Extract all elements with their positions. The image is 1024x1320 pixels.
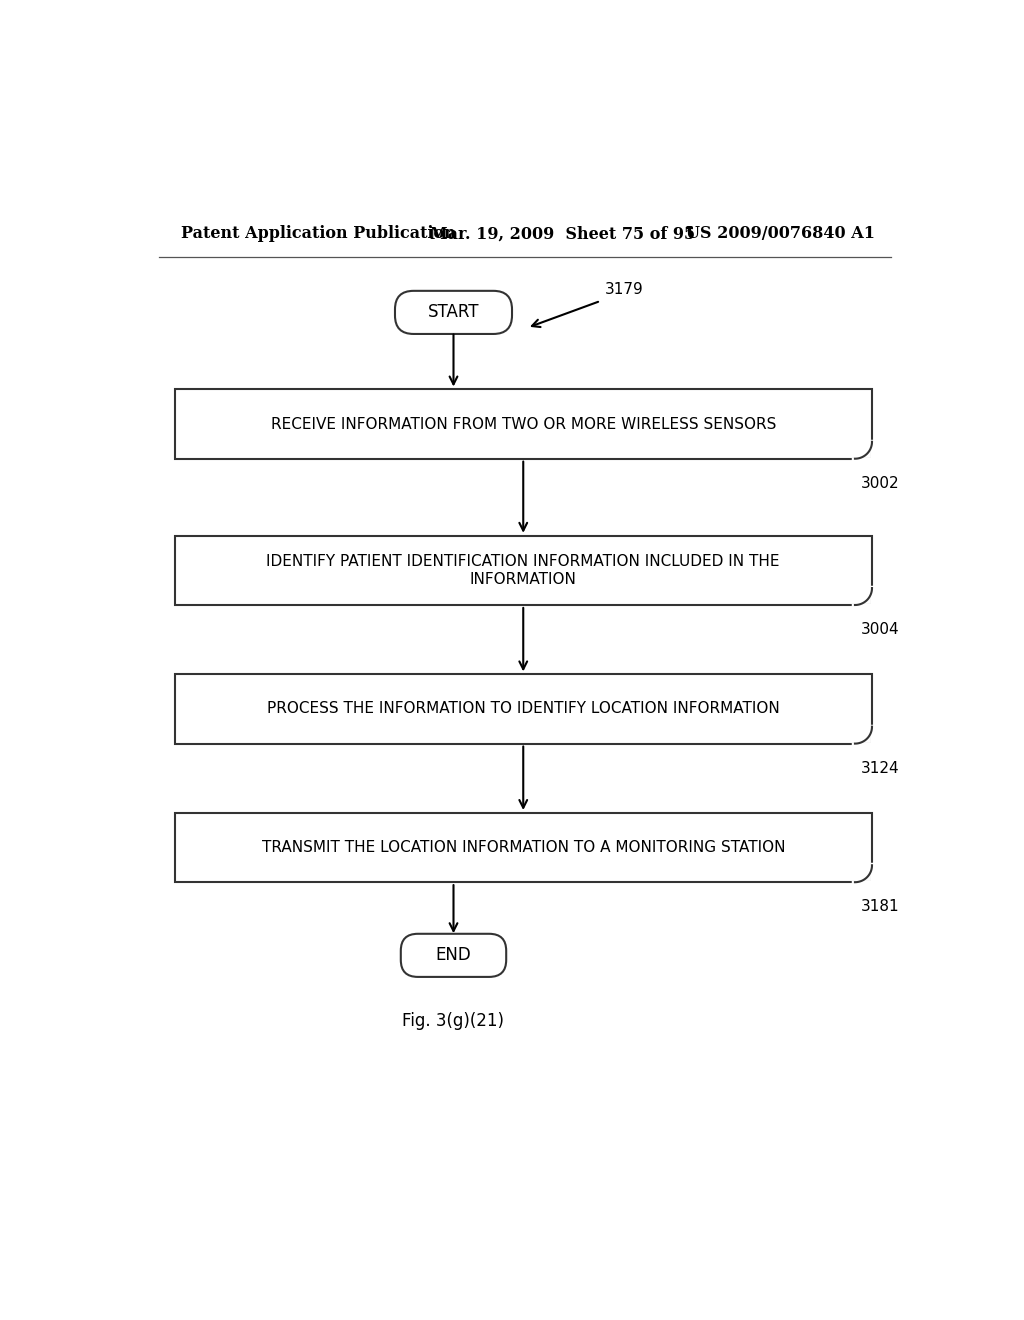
FancyBboxPatch shape [400,933,506,977]
Text: PROCESS THE INFORMATION TO IDENTIFY LOCATION INFORMATION: PROCESS THE INFORMATION TO IDENTIFY LOCA… [267,701,779,717]
Text: 3181: 3181 [861,899,900,915]
Text: RECEIVE INFORMATION FROM TWO OR MORE WIRELESS SENSORS: RECEIVE INFORMATION FROM TWO OR MORE WIR… [270,417,776,432]
Text: Mar. 19, 2009  Sheet 75 of 95: Mar. 19, 2009 Sheet 75 of 95 [430,226,695,243]
Text: TRANSMIT THE LOCATION INFORMATION TO A MONITORING STATION: TRANSMIT THE LOCATION INFORMATION TO A M… [261,840,785,855]
Polygon shape [855,866,872,882]
Bar [174,536,872,605]
Polygon shape [855,442,872,459]
Text: US 2009/0076840 A1: US 2009/0076840 A1 [686,226,874,243]
Bar [174,389,872,459]
Polygon shape [855,726,872,743]
Bar [174,813,872,882]
Polygon shape [855,589,872,605]
Text: 3004: 3004 [861,622,900,638]
Text: IDENTIFY PATIENT IDENTIFICATION INFORMATION INCLUDED IN THE
INFORMATION: IDENTIFY PATIENT IDENTIFICATION INFORMAT… [266,554,780,586]
Text: Patent Application Publication: Patent Application Publication [180,226,456,243]
FancyBboxPatch shape [395,290,512,334]
Text: 3179: 3179 [604,282,643,297]
Text: 3002: 3002 [861,475,900,491]
Text: START: START [428,304,479,321]
Bar [174,675,872,743]
Text: 3124: 3124 [861,760,900,776]
Text: END: END [435,946,471,965]
Text: Fig. 3(g)(21): Fig. 3(g)(21) [402,1012,505,1030]
